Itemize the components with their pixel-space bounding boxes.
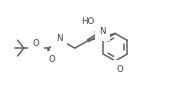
Text: HO: HO [81,17,95,26]
Text: O: O [49,55,55,64]
Text: O: O [33,39,39,48]
Text: N: N [56,34,62,44]
Text: N: N [99,27,106,36]
Text: H: H [58,32,64,41]
Text: O: O [117,65,124,74]
